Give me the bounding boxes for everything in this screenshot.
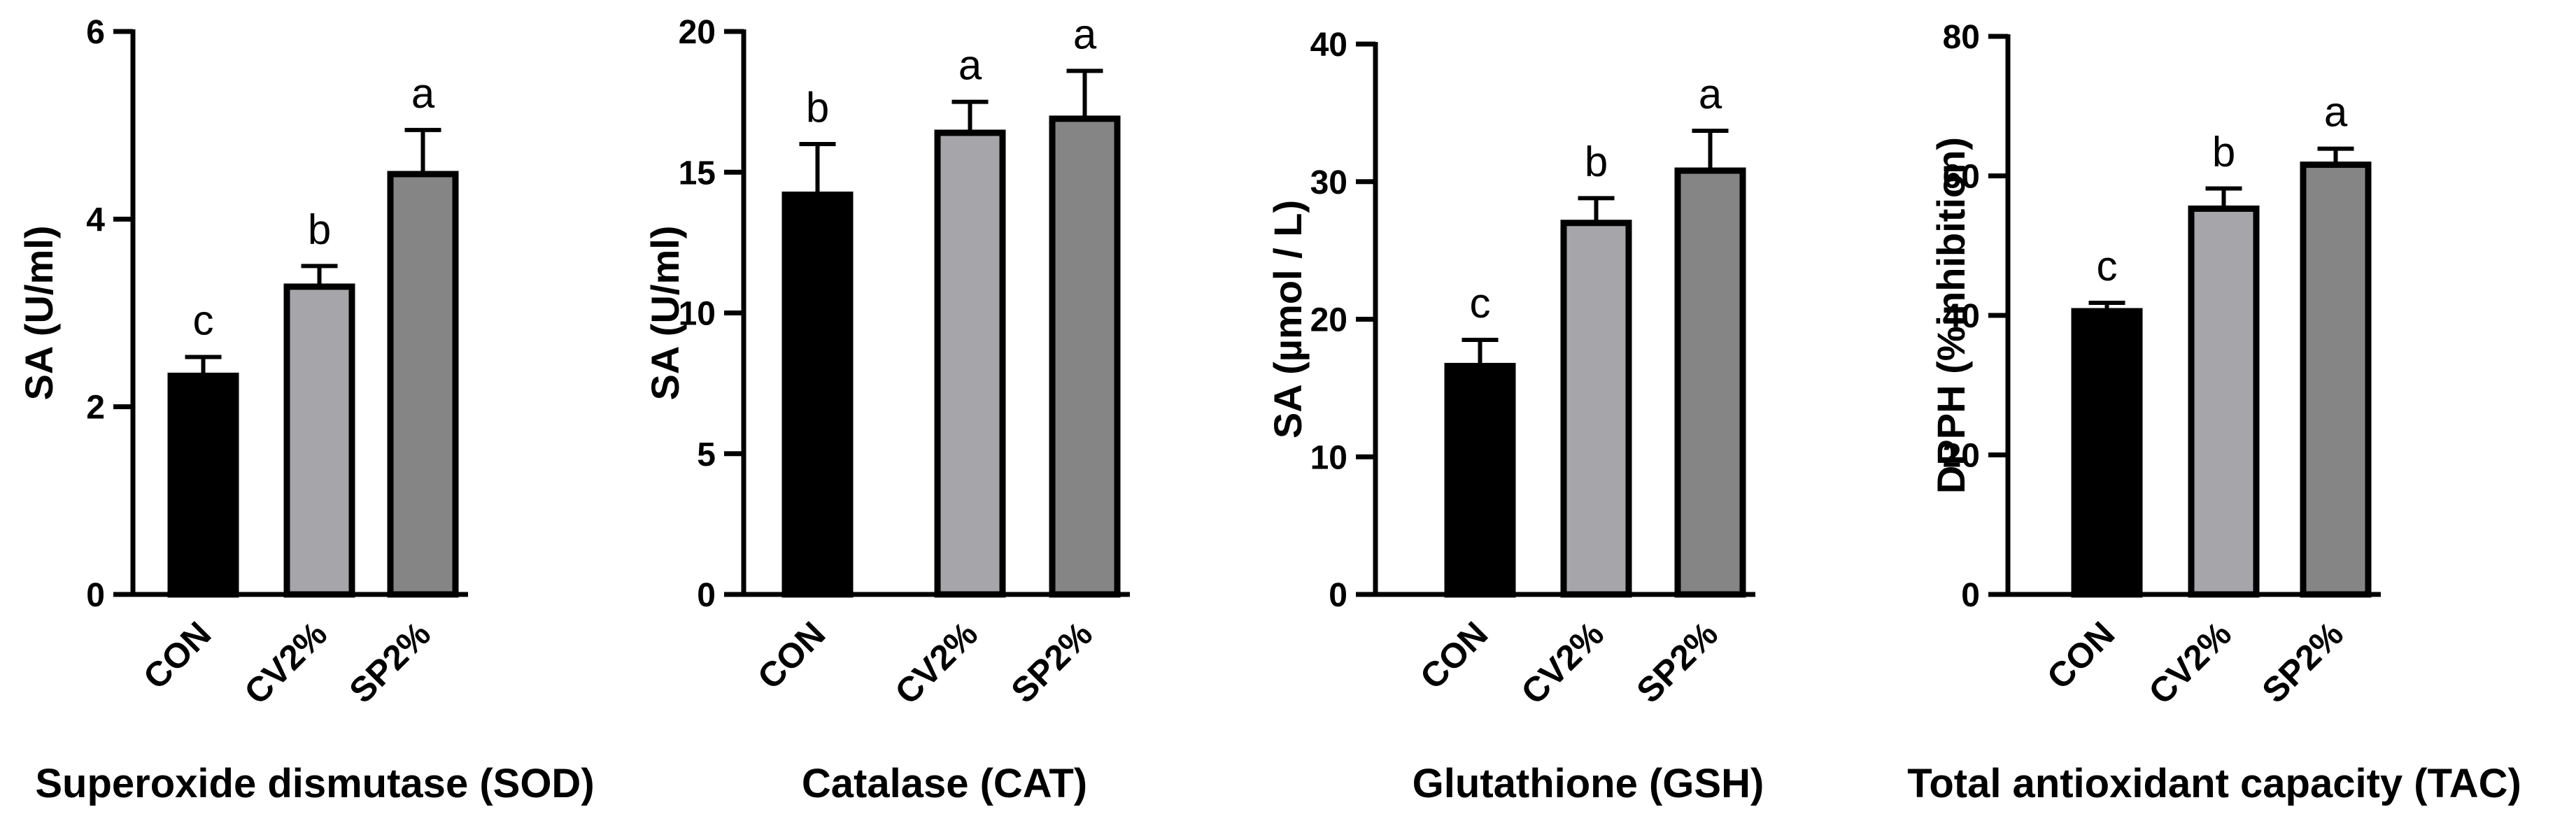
chart1-ytick-label-6: 6 <box>86 14 105 51</box>
chart4-category-label-cv2: CV2% <box>2141 614 2239 712</box>
chart2-y-axis-title: SA (U/ml) <box>643 226 687 401</box>
chart1-bar-cv2 <box>283 283 355 598</box>
chart3-y-axis-title: SA (µmol / L) <box>1266 200 1310 438</box>
chart2-category-label-sp2: SP2% <box>1003 614 1100 711</box>
chart3-bar-sp2 <box>1674 167 1746 598</box>
chart4-bar-cv2 <box>2188 205 2260 598</box>
chart4-sig-label-cv2: b <box>2212 128 2235 175</box>
chart2-sig-label-sp2: a <box>1073 10 1097 57</box>
chart2-ytick-label-20: 20 <box>679 14 716 51</box>
chart2-title: Catalase (CAT) <box>802 761 1087 806</box>
chart1-category-label-sp2: SP2% <box>341 614 438 711</box>
chart2-ytick-label-15: 15 <box>679 155 716 192</box>
chart3-ytick-label-40: 40 <box>1310 27 1347 64</box>
chart4-y-axis-title: DPPH (%inhibition) <box>1929 137 1973 494</box>
chart3-ytick-label-0: 0 <box>1329 577 1347 614</box>
chart4-category-label-sp2: SP2% <box>2254 614 2351 711</box>
chart2-sig-label-con: b <box>806 84 829 131</box>
chart3-category-label-cv2: CV2% <box>1513 614 1611 712</box>
chart1-ytick-label-2: 2 <box>86 390 105 427</box>
chart2-ytick-label-0: 0 <box>697 577 716 614</box>
chart4-sig-label-con: c <box>2097 243 2118 290</box>
chart2-ytick-label-5: 5 <box>697 436 716 473</box>
chart2-ytick-label-10: 10 <box>679 296 716 333</box>
chart1-category-label-cv2: CV2% <box>236 614 334 712</box>
chart4-ytick-label-0: 0 <box>1961 577 1980 614</box>
chart1-category-label-con: CON <box>136 614 218 697</box>
chart3-ytick-label-30: 30 <box>1310 164 1347 201</box>
chart4-ytick-label-40: 40 <box>1943 298 1980 335</box>
chart2-bar-con <box>781 191 854 598</box>
chart2-bar-sp2 <box>1049 115 1121 598</box>
chart4-title: Total antioxidant capacity (TAC) <box>1907 761 2521 806</box>
chart4-ytick-label-60: 60 <box>1943 159 1980 196</box>
chart3-sig-label-con: c <box>1470 280 1491 327</box>
chart4-ytick-label-80: 80 <box>1943 19 1980 56</box>
chart3-ytick-label-10: 10 <box>1310 439 1347 476</box>
chart1-sig-label-sp2: a <box>411 70 435 117</box>
chart2-sig-label-cv2: a <box>958 42 982 89</box>
chart1-y-axis-title: SA (U/ml) <box>17 226 61 401</box>
chart3-ytick-label-20: 20 <box>1310 302 1347 339</box>
chart3-category-label-con: CON <box>1413 614 1495 697</box>
chart1-sig-label-con: c <box>193 297 214 344</box>
chart3-sig-label-sp2: a <box>1699 71 1722 117</box>
chart4-category-label-con: CON <box>2039 614 2122 697</box>
chart1-ytick-label-4: 4 <box>86 201 105 238</box>
chart1-sig-label-cv2: b <box>308 206 331 252</box>
chart2-category-label-cv2: CV2% <box>887 614 985 712</box>
chart4-ytick-label-20: 20 <box>1943 438 1980 475</box>
chart3-title: Glutathione (GSH) <box>1413 761 1764 806</box>
chart1-bar-con <box>167 372 239 598</box>
chart2-category-label-con: CON <box>750 614 833 697</box>
chart4-sig-label-sp2: a <box>2324 89 2348 136</box>
chart1-ytick-label-0: 0 <box>86 577 105 614</box>
chart3-category-label-sp2: SP2% <box>1629 614 1725 711</box>
chart4-bar-con <box>2071 308 2143 598</box>
chart2-bar-cv2 <box>934 129 1006 598</box>
chart3-sig-label-cv2: b <box>1585 138 1608 185</box>
chart3-bar-cv2 <box>1560 220 1632 598</box>
chart1-title: Superoxide dismutase (SOD) <box>35 761 594 806</box>
chart3-bar-con <box>1444 362 1516 598</box>
chart1-bar-sp2 <box>387 171 459 598</box>
chart4-bar-sp2 <box>2300 162 2372 598</box>
